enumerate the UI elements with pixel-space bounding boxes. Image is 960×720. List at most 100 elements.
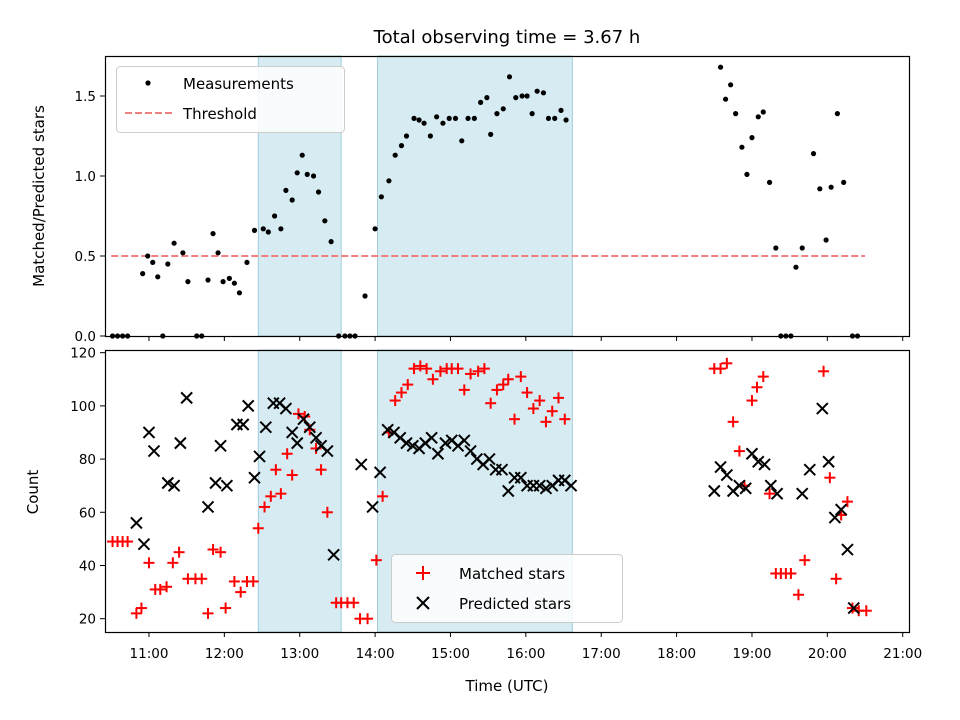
x-tick-label: 21:00 [883, 646, 922, 662]
observing-window-band [378, 56, 573, 336]
measurement-point [227, 276, 232, 281]
measurement-point [421, 121, 426, 126]
bottom-y-tick-label: 60 [79, 505, 96, 521]
measurement-point [552, 116, 557, 121]
measurement-point [519, 93, 524, 98]
top-y-tick-label: 0.0 [75, 329, 96, 345]
bottom-y-tick-label: 20 [79, 612, 96, 628]
measurement-point [513, 95, 518, 100]
measurement-point [205, 277, 210, 282]
chart-title: Total observing time = 3.67 h [373, 27, 641, 48]
measurement-point [749, 135, 754, 140]
measurement-point [546, 116, 551, 121]
measurement-point [386, 178, 391, 183]
measurement-point [453, 116, 458, 121]
measurement-point [739, 145, 744, 150]
legend-label-predicted: Predicted stars [459, 595, 571, 613]
measurement-point [283, 188, 288, 193]
measurement-point [232, 281, 237, 286]
x-tick-label: 19:00 [733, 646, 772, 662]
measurement-point [393, 153, 398, 158]
x-tick-label: 16:00 [506, 646, 545, 662]
measurement-point [525, 93, 530, 98]
measurement-point [841, 180, 846, 185]
x-tick-label: 15:00 [431, 646, 470, 662]
top-y-tick-label: 1.0 [75, 169, 96, 185]
top-y-axis-label: Matched/Predicted stars [30, 105, 48, 287]
figure: Total observing time = 3.67 h 0.0 0.5 1.0 1… [0, 0, 960, 720]
measurement-point [322, 218, 327, 223]
measurement-point [507, 74, 512, 79]
measurement-point [800, 245, 805, 250]
bottom-y-tick-label: 120 [70, 346, 96, 362]
measurement-point [811, 151, 816, 156]
measurement-point [723, 97, 728, 102]
bottom-y-tick-label: 80 [79, 452, 96, 468]
measurement-point [817, 186, 822, 191]
measurement-point [411, 116, 416, 121]
measurement-point [252, 228, 257, 233]
x-tick-label: 18:00 [657, 646, 696, 662]
measurement-point [465, 116, 470, 121]
measurement-point [362, 293, 367, 298]
x-tick-label: 11:00 [130, 646, 169, 662]
measurement-point [165, 261, 170, 266]
measurement-point [329, 239, 334, 244]
measurement-point [416, 117, 421, 122]
measurement-point [311, 173, 316, 178]
measurement-point [261, 226, 266, 231]
legend-label-matched: Matched stars [459, 565, 565, 583]
measurement-point [428, 133, 433, 138]
measurement-point [295, 170, 300, 175]
measurement-point [773, 245, 778, 250]
measurement-point [767, 180, 772, 185]
measurement-point [484, 95, 489, 100]
measurement-point [744, 172, 749, 177]
bottom-y-tick-label: 40 [79, 558, 96, 574]
top-legend: Measurements Threshold [117, 67, 345, 133]
x-tick-label: 12:00 [205, 646, 244, 662]
bottom-y-tick-label: 100 [70, 399, 96, 415]
measurement-point [220, 279, 225, 284]
measurement-point [290, 197, 295, 202]
top-y-tick-label: 1.5 [75, 89, 96, 105]
measurement-point [501, 106, 506, 111]
bottom-y-axis-label: Count [24, 470, 42, 515]
measurement-point [180, 250, 185, 255]
measurement-point [434, 114, 439, 119]
measurement-point [733, 111, 738, 116]
measurement-point [563, 117, 568, 122]
measurement-point [372, 226, 377, 231]
measurement-point [150, 260, 155, 265]
measurement-point [185, 279, 190, 284]
x-axis-label: Time (UTC) [465, 677, 549, 695]
x-tick-label: 13:00 [280, 646, 319, 662]
measurement-point [171, 241, 176, 246]
measurement-point [272, 213, 277, 218]
legend-label-measurements: Measurements [183, 75, 294, 93]
x-tick-label: 17:00 [582, 646, 621, 662]
measurement-point [399, 143, 404, 148]
x-tick-label: 14:00 [356, 646, 395, 662]
measurement-point [478, 100, 483, 105]
legend-label-threshold: Threshold [182, 105, 257, 123]
measurement-point [155, 274, 160, 279]
top-y-tick-label: 0.5 [75, 249, 96, 265]
measurement-point [266, 229, 271, 234]
bottom-legend: Matched stars Predicted stars [392, 555, 623, 623]
measurement-point [541, 90, 546, 95]
measurement-point [316, 189, 321, 194]
legend-marker-measurements [145, 80, 150, 85]
measurement-point [459, 138, 464, 143]
measurement-point [145, 253, 150, 258]
measurement-point [237, 290, 242, 295]
measurement-point [278, 226, 283, 231]
measurement-point [530, 111, 535, 116]
measurement-point [718, 65, 723, 70]
measurement-point [305, 172, 310, 177]
measurement-point [440, 121, 445, 126]
measurement-point [210, 231, 215, 236]
measurement-point [447, 116, 452, 121]
measurement-point [244, 260, 249, 265]
measurement-point [404, 133, 409, 138]
